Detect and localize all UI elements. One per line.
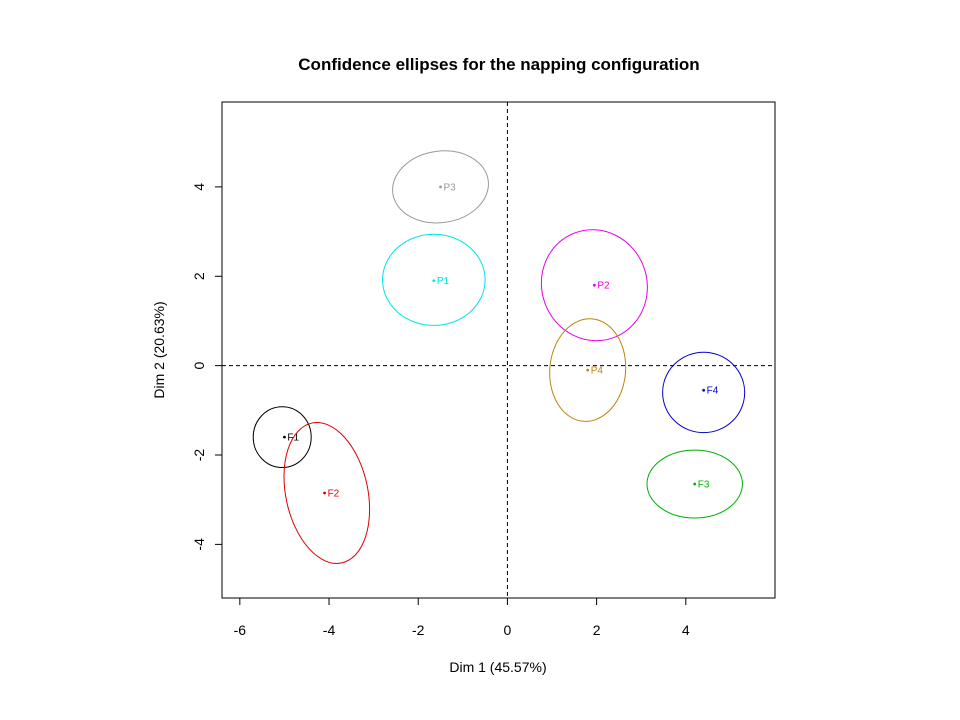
point-label-p1: P1	[437, 276, 450, 287]
x-tick-label: -2	[412, 622, 425, 638]
confidence-ellipse-p2	[540, 229, 648, 342]
data-point-f3	[693, 482, 697, 486]
point-label-f4: F4	[707, 386, 719, 397]
y-tick-label: 0	[191, 362, 207, 370]
data-point-f4	[702, 388, 706, 392]
x-tick-label: 2	[593, 622, 601, 638]
x-tick-label: -6	[234, 622, 247, 638]
x-tick-label: 0	[504, 622, 512, 638]
confidence-ellipse-p4	[549, 318, 627, 422]
x-axis: -6 -4 -2 0 2 4	[234, 597, 690, 638]
point-label-f2: F2	[328, 488, 340, 499]
confidence-ellipse-f2	[283, 422, 371, 564]
data-point-f1	[283, 435, 286, 439]
x-axis-label: Dim 1 (45.57%)	[449, 659, 546, 675]
confidence-ellipse-f3	[646, 449, 743, 519]
point-label-p2: P2	[597, 281, 610, 292]
y-tick-label: -2	[191, 449, 207, 462]
confidence-ellipse-p3	[392, 150, 489, 224]
confidence-ellipse-f4	[662, 351, 746, 434]
data-point-f2	[323, 491, 326, 495]
y-tick-label: 4	[191, 183, 207, 191]
y-axis-label: Dim 2 (20.63%)	[151, 301, 167, 398]
x-tick-label: 4	[682, 622, 690, 638]
y-axis: -4 -2 0 2 4	[191, 183, 222, 551]
point-label-p3: P3	[444, 182, 457, 193]
data-point-p4	[586, 368, 590, 372]
confidence-ellipse-f1	[252, 406, 312, 469]
data-point-p3	[439, 185, 442, 189]
y-tick-label: 2	[191, 272, 207, 280]
point-label-p4: P4	[591, 366, 604, 377]
y-tick-label: -4	[191, 538, 207, 551]
confidence-ellipse-p1	[382, 233, 486, 326]
point-label-f1: F1	[287, 433, 299, 444]
data-point-p1	[432, 279, 436, 283]
data-point-p2	[592, 283, 596, 287]
x-tick-label: -4	[323, 622, 336, 638]
plot-area: F1 F2 P3 P1 P2 P4 F4 F3	[222, 102, 775, 598]
chart-title: Confidence ellipses for the napping conf…	[298, 55, 699, 74]
point-label-f3: F3	[698, 480, 710, 491]
